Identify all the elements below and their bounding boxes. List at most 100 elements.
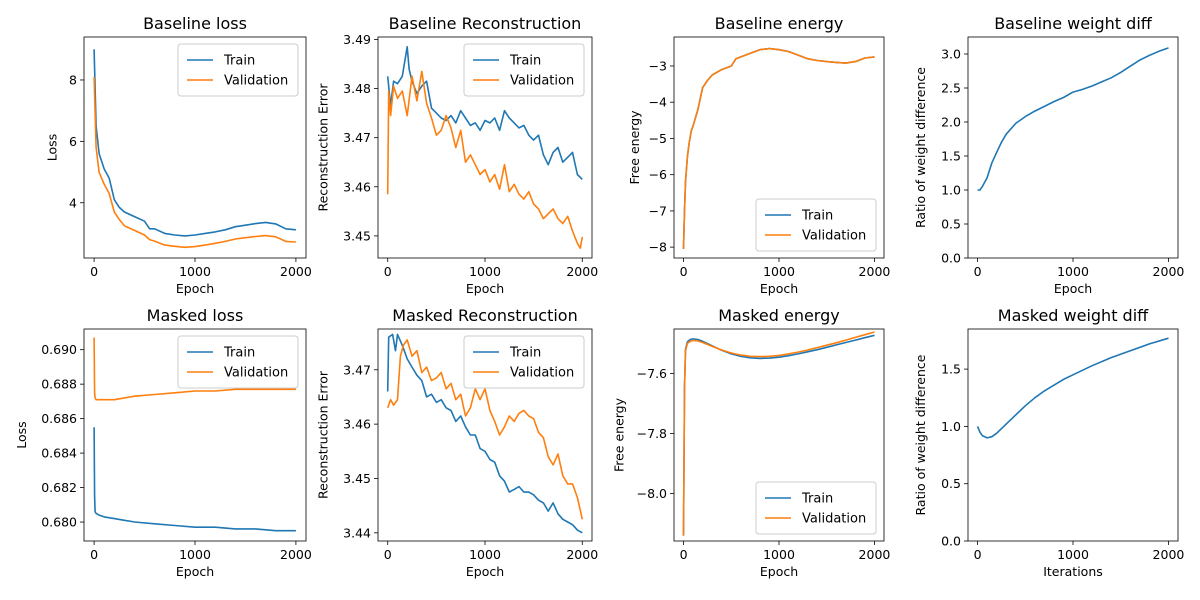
legend-box: [755, 481, 877, 535]
chart-panel-4: 0 1000 2000 0.0 0.5 1.0 1.5 2.0 2.5 3.0 Baseline w…: [913, 14, 1184, 296]
y-tick-label: −3: [649, 58, 667, 73]
legend-box: [177, 43, 299, 97]
legend-label-validation: Validation: [510, 74, 574, 89]
x-tick-label: 0: [974, 264, 982, 279]
series-line-validation: [93, 76, 296, 249]
x-tick-label: 1000: [1057, 264, 1089, 279]
x-tick-label: 2000: [859, 547, 891, 562]
legend-label-validation: Validation: [802, 229, 866, 244]
chart-panel-6: 0 1000 2000 3.44 3.45 3.46 3.47 Masked Reconstr…: [316, 306, 599, 579]
legend-label-validation: Validation: [802, 512, 866, 527]
series-line-train: [386, 333, 583, 534]
chart-panel-2: 0 1000 2000 3.45 3.46 3.47 3.48 3.49 Baseline Re…: [316, 14, 599, 296]
y-tick-label: 3.0: [941, 47, 961, 62]
y-axis-label: Loss: [14, 421, 29, 448]
chart-title: Baseline energy: [715, 14, 844, 33]
chart-title: Baseline Reconstruction: [389, 14, 582, 33]
y-tick-label: 1.0: [941, 419, 961, 434]
x-axis-label: Iterations: [1043, 564, 1103, 579]
x-tick-label: 1000: [179, 547, 211, 562]
chart-title: Masked energy: [718, 306, 839, 325]
legend-label-validation: Validation: [224, 366, 288, 381]
y-tick-label: 3.48: [343, 81, 371, 96]
legend: Train Validation: [463, 335, 585, 389]
y-tick-label: −8.0: [637, 486, 667, 501]
x-axis-label: Epoch: [466, 564, 504, 579]
y-tick-label: −4: [649, 95, 667, 110]
x-tick-label: 0: [90, 264, 98, 279]
y-tick-label: 4: [69, 195, 77, 210]
x-tick-label: 2000: [280, 547, 312, 562]
legend-label-train: Train: [223, 54, 255, 69]
x-axis-label: Epoch: [176, 564, 214, 579]
x-tick-label: 2000: [1153, 264, 1185, 279]
legend-label-train: Train: [801, 492, 833, 507]
legend-label-validation: Validation: [510, 366, 574, 381]
y-tick-label: 0.680: [41, 515, 77, 530]
y-tick-label: 0.684: [41, 446, 77, 461]
y-tick-label: 3.49: [343, 32, 371, 47]
axes-frame: [967, 328, 1179, 542]
x-tick-label: 0: [974, 547, 982, 562]
y-tick-label: −7.6: [637, 366, 667, 381]
legend: Train Validation: [755, 198, 877, 252]
x-tick-label: 1000: [179, 264, 211, 279]
y-tick-label: −8: [649, 240, 667, 255]
y-tick-label: 3.47: [343, 362, 371, 377]
legend-box: [755, 198, 877, 252]
chart-title: Baseline loss: [143, 14, 247, 33]
y-axis-label: Reconstruction Error: [316, 83, 331, 212]
series-line-validation: [386, 70, 584, 249]
x-tick-label: 1000: [469, 264, 501, 279]
y-tick-label: 1.0: [941, 183, 961, 198]
x-tick-label: 1000: [469, 547, 501, 562]
y-axis-label: Ratio of weight difference: [913, 354, 928, 515]
series-line-train: [93, 49, 296, 237]
y-tick-label: 0.5: [941, 217, 961, 232]
x-tick-label: 1000: [763, 264, 795, 279]
y-tick-label: 2.0: [941, 115, 961, 130]
chart-title: Masked weight diff: [998, 306, 1149, 325]
x-tick-label: 0: [384, 547, 392, 562]
y-tick-label: −7.8: [637, 426, 667, 441]
y-tick-label: 3.45: [343, 471, 371, 486]
y-tick-label: 6: [69, 134, 77, 149]
chart-panel-8: 0 1000 2000 0.0 0.5 1.0 1.5 Masked weight diff I…: [913, 306, 1184, 579]
x-tick-label: 1000: [763, 547, 795, 562]
legend: Train Validation: [463, 43, 585, 97]
series-line-validation: [682, 331, 875, 536]
chart-title: Baseline weight diff: [994, 14, 1153, 33]
legend-label-validation: Validation: [224, 74, 288, 89]
x-tick-label: 0: [384, 264, 392, 279]
legend: Train Validation: [177, 335, 299, 389]
y-tick-label: 0.0: [941, 251, 961, 266]
x-tick-label: 2000: [859, 264, 891, 279]
y-tick-label: 0.686: [41, 411, 77, 426]
series-line-validation: [386, 339, 584, 520]
chart-panel-3: 0 1000 2000 −8 −7 −6 −5 −4 −3 Baseline energy Epoc…: [627, 14, 891, 296]
y-tick-label: −5: [649, 131, 667, 146]
x-tick-label: 0: [680, 547, 688, 562]
y-tick-label: 2.5: [941, 81, 961, 96]
y-axis-label: Ratio of weight difference: [913, 67, 928, 228]
y-tick-label: 0.0: [941, 534, 961, 549]
y-tick-label: −6: [649, 167, 667, 182]
x-axis-label: Epoch: [760, 564, 798, 579]
chart-panel-1: 0 1000 2000 4 6 8 Baseline loss Epoch Loss Train V…: [44, 14, 311, 296]
x-tick-label: 0: [90, 547, 98, 562]
y-tick-label: 1.5: [941, 149, 961, 164]
y-axis-label: Reconstruction Error: [316, 370, 331, 499]
series-line-validation: [93, 337, 296, 401]
y-tick-label: 0.682: [41, 480, 77, 495]
x-axis-label: Epoch: [176, 281, 214, 296]
legend-box: [463, 335, 585, 389]
legend-label-train: Train: [801, 209, 833, 224]
legend-box: [177, 335, 299, 389]
y-tick-label: 3.44: [343, 525, 371, 540]
chart-title: Masked loss: [147, 306, 244, 325]
x-tick-label: 0: [680, 264, 688, 279]
series-line-main: [977, 47, 1169, 191]
chart-panel-5: 0 1000 2000 0.680 0.682 0.684 0.686 0.688 0.690 M…: [14, 306, 312, 579]
y-tick-label: 8: [69, 72, 77, 87]
